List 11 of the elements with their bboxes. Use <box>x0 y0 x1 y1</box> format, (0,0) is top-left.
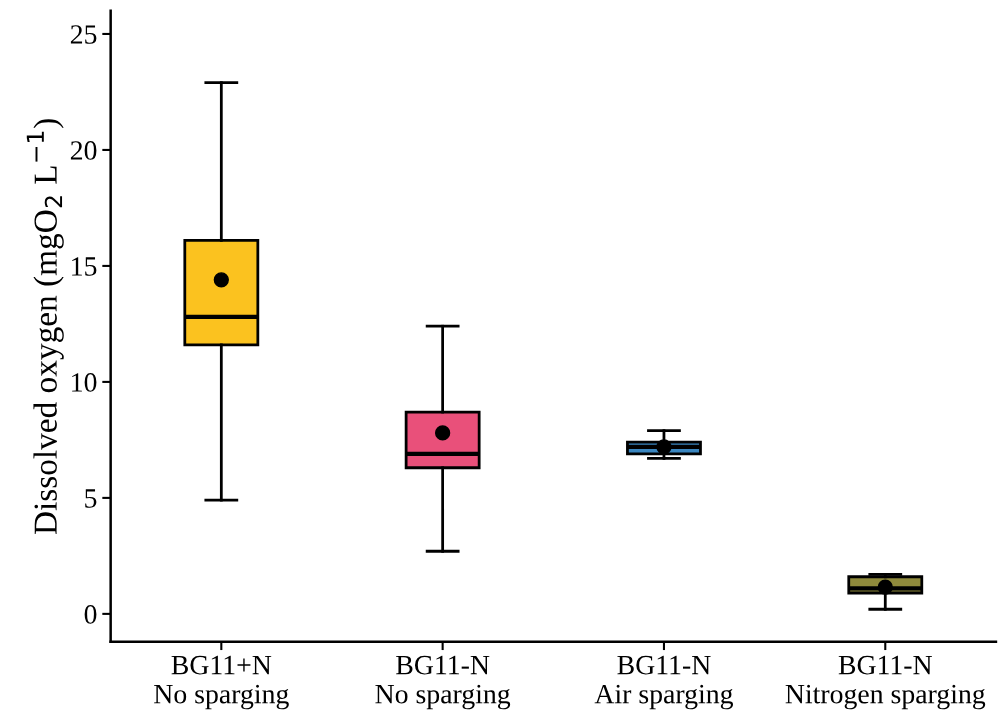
y-tick-label: 25 <box>70 25 97 44</box>
y-tick-label: 0 <box>84 605 97 624</box>
y-axis-title: Dissolved oxygen (mgO$_{2}$ L$^{−1}$) <box>26 119 64 535</box>
x-tick-label: BG11-N Air sparging <box>594 655 733 710</box>
x-tick-label: BG11-N No sparging <box>375 655 511 710</box>
x-tick-label: BG11-N Nitrogen sparging <box>785 655 986 710</box>
y-tick-label: 10 <box>72 373 97 392</box>
y-tick-label: 5 <box>85 489 97 508</box>
x-tick-label: BG11+N No sparging <box>154 655 289 710</box>
y-tick-label: 15 <box>72 257 97 276</box>
y-tick-label: 20 <box>70 141 97 160</box>
